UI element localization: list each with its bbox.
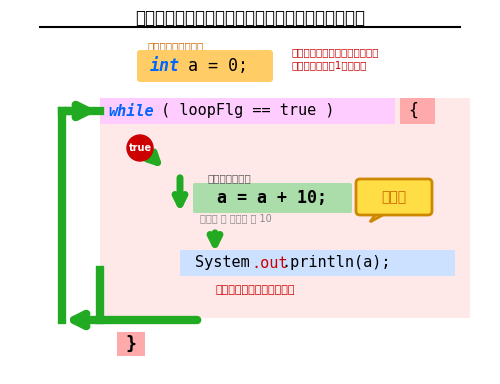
Text: }: } [126, 335, 136, 353]
Text: ループ時の変数の宣言場所による違い（ループ外）: ループ時の変数の宣言場所による違い（ループ外） [135, 9, 365, 27]
Text: a = 0;: a = 0; [178, 57, 248, 75]
FancyBboxPatch shape [193, 183, 352, 213]
Text: true: true [128, 143, 152, 153]
Text: .out: .out [251, 255, 288, 270]
FancyBboxPatch shape [100, 98, 470, 318]
Text: 加算値: 加算値 [382, 190, 406, 204]
FancyBboxPatch shape [400, 98, 435, 124]
Text: System: System [195, 255, 250, 270]
Text: while: while [108, 104, 154, 119]
Text: 加算された値が表示される: 加算された値が表示される [215, 285, 295, 295]
Text: ループ外で宣言されているので: ループ外で宣言されているので [292, 47, 380, 57]
FancyBboxPatch shape [356, 179, 432, 215]
Text: ( loopFlg == true ): ( loopFlg == true ) [152, 104, 344, 119]
Text: 変数の宣言と初期化: 変数の宣言と初期化 [148, 41, 204, 51]
Text: .println(a);: .println(a); [281, 255, 390, 270]
Text: 加算値 ＝ 前回値 ＋ 10: 加算値 ＝ 前回値 ＋ 10 [200, 213, 272, 223]
Text: 変数の加算処理: 変数の加算処理 [208, 173, 252, 183]
Text: a = a + 10;: a = a + 10; [217, 189, 327, 207]
Circle shape [127, 135, 153, 161]
FancyBboxPatch shape [100, 98, 395, 124]
Polygon shape [370, 211, 390, 222]
Text: 初期化はここで1回だけ。: 初期化はここで1回だけ。 [292, 60, 368, 70]
Text: int: int [150, 57, 180, 75]
FancyBboxPatch shape [117, 332, 145, 356]
Text: {: { [408, 102, 418, 120]
FancyBboxPatch shape [180, 250, 455, 276]
FancyBboxPatch shape [137, 50, 273, 82]
